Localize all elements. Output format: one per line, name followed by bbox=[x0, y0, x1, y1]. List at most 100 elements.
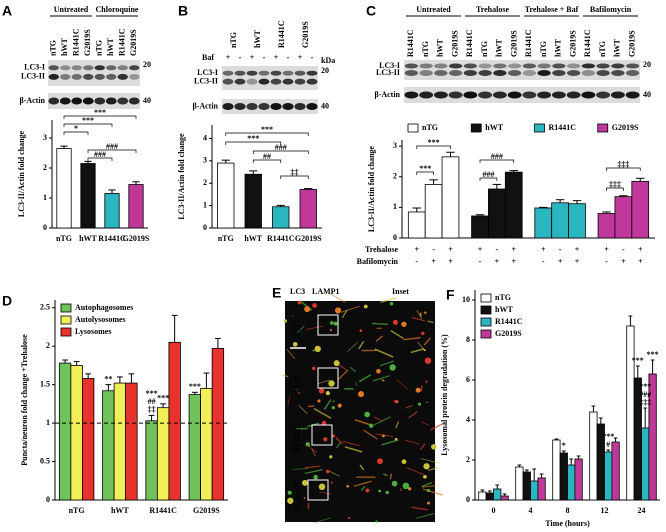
puncta bbox=[378, 489, 382, 493]
band bbox=[222, 103, 234, 110]
condition-sign: + bbox=[495, 257, 500, 266]
band bbox=[507, 70, 522, 76]
significance-label: ### bbox=[106, 142, 118, 151]
legend-swatch bbox=[60, 303, 72, 313]
band bbox=[596, 63, 610, 69]
y-tick-label: 0 bbox=[43, 223, 47, 232]
y-tick-label: 1 bbox=[393, 202, 397, 211]
condition-sign: + bbox=[511, 257, 516, 266]
significance-label: ‡‡‡ bbox=[617, 160, 629, 169]
y-tick-label: 3 bbox=[393, 141, 397, 150]
puncta bbox=[348, 516, 351, 520]
neurite bbox=[363, 429, 378, 440]
bar bbox=[70, 364, 83, 501]
puncta bbox=[313, 474, 318, 480]
bar bbox=[559, 452, 568, 501]
significance-label: ‡‡‡ bbox=[609, 180, 621, 189]
puncta bbox=[297, 300, 302, 305]
treatment-sign: - bbox=[287, 53, 290, 62]
neurite bbox=[341, 305, 360, 313]
puncta bbox=[292, 341, 298, 347]
kda-marker: 20 bbox=[643, 60, 651, 69]
condition-sign: - bbox=[415, 257, 418, 266]
neurite bbox=[425, 401, 429, 404]
x-tick-label: hWT bbox=[79, 234, 97, 243]
x-tick-label: G2019S bbox=[123, 234, 150, 243]
puncta bbox=[312, 366, 316, 371]
neurite bbox=[411, 506, 428, 511]
bar bbox=[81, 378, 95, 501]
band bbox=[60, 73, 71, 80]
band bbox=[129, 65, 140, 71]
x-tick-label: 12 bbox=[601, 506, 609, 515]
treatment-label: Baf bbox=[202, 53, 214, 62]
significance-bracket bbox=[280, 175, 309, 179]
neurite bbox=[408, 411, 418, 419]
legend-label: G2019S bbox=[495, 329, 522, 338]
neurite bbox=[313, 517, 331, 524]
band bbox=[106, 65, 117, 71]
legend-label: Lysosomes bbox=[75, 327, 111, 336]
band-label: LC3-I bbox=[379, 61, 400, 70]
blot-group-label: Chloroquine bbox=[96, 5, 139, 14]
y-tick-label: 0 bbox=[203, 223, 207, 232]
legend-label: nTG bbox=[422, 123, 438, 132]
band bbox=[258, 70, 270, 76]
band bbox=[83, 65, 94, 71]
bar bbox=[104, 193, 120, 229]
condition-sign: - bbox=[542, 257, 545, 266]
lane-label: nTG bbox=[95, 40, 104, 56]
legend-swatch bbox=[60, 327, 72, 337]
condition-sign: - bbox=[559, 245, 562, 254]
neurite bbox=[347, 341, 359, 352]
x-tick-label: G2019S bbox=[193, 506, 220, 515]
inset-box bbox=[317, 367, 339, 389]
neurite bbox=[335, 437, 343, 445]
puncta bbox=[381, 434, 385, 438]
puncta bbox=[364, 411, 370, 418]
treatment-sign: + bbox=[298, 53, 303, 62]
x-tick-label: R1441C bbox=[267, 234, 295, 243]
legend-swatch bbox=[480, 293, 492, 303]
puncta bbox=[337, 403, 342, 408]
channel-label: LC3 bbox=[290, 287, 305, 296]
significance-label: ‡‡ bbox=[148, 405, 156, 414]
y-tick-label: 6 bbox=[466, 375, 470, 384]
y-tick-label: 4 bbox=[466, 415, 470, 424]
neurite bbox=[359, 464, 365, 471]
neurite bbox=[304, 469, 323, 474]
channel-label: LAMP1 bbox=[312, 287, 340, 296]
puncta bbox=[304, 306, 311, 313]
y-tick-label: 2 bbox=[43, 163, 47, 172]
band bbox=[258, 78, 270, 85]
treatment-sign: + bbox=[250, 53, 255, 62]
band bbox=[611, 70, 625, 76]
bar bbox=[188, 394, 202, 501]
band bbox=[625, 91, 640, 99]
puncta bbox=[407, 487, 412, 491]
neurite bbox=[372, 375, 390, 382]
y-tick-label: 8 bbox=[466, 335, 470, 344]
lane-label: nTG bbox=[229, 32, 238, 48]
band bbox=[463, 91, 478, 99]
bar bbox=[424, 184, 443, 239]
neurite bbox=[349, 366, 356, 373]
neurite bbox=[310, 447, 318, 454]
condition-sign: + bbox=[478, 245, 483, 254]
significance-label: ### bbox=[94, 150, 106, 159]
band bbox=[625, 63, 640, 69]
condition-sign: - bbox=[605, 257, 608, 266]
blot-group-label: Bafilomycin bbox=[590, 5, 632, 14]
neurite bbox=[329, 292, 346, 303]
band bbox=[282, 78, 294, 85]
legend-swatch bbox=[534, 123, 545, 133]
neurite bbox=[353, 480, 372, 487]
lane-label: G2019S bbox=[301, 21, 310, 48]
band bbox=[294, 70, 306, 76]
lane-label: G2019S bbox=[509, 30, 518, 57]
significance-bracket bbox=[606, 167, 641, 171]
lane-label: hWT bbox=[60, 38, 69, 56]
blot-strip bbox=[48, 60, 140, 86]
bar bbox=[80, 163, 96, 229]
